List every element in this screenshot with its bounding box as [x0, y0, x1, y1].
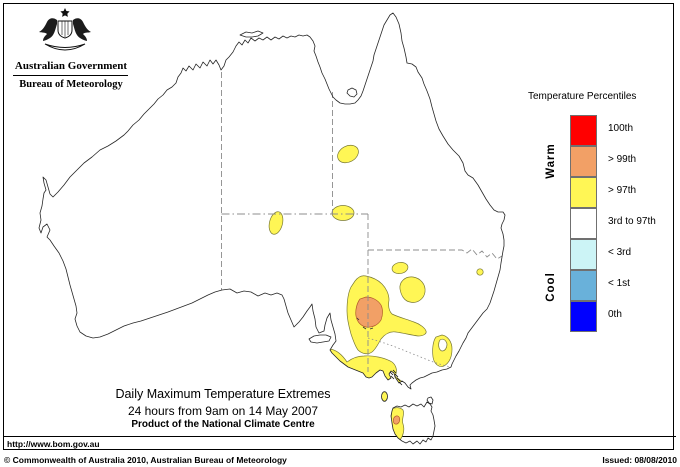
legend-label-100th: 100th [608, 123, 634, 134]
legend-swatch-lt1st [570, 270, 597, 301]
legend-cool-label: Cool [545, 272, 557, 302]
warm-region-corner [331, 205, 355, 221]
warm-region-wa [268, 211, 284, 235]
state-borders [221, 72, 503, 372]
copyright-label: © Commonwealth of Australia 2010, Austra… [4, 455, 287, 465]
map-subtitle: 24 hours from 9am on 14 May 2007 [127, 404, 319, 418]
melville-island [239, 30, 264, 38]
tasmania-coastline [390, 401, 436, 445]
warm-region-nt [337, 144, 359, 164]
state-border-qld-nsw [368, 248, 503, 260]
warm-region-nsw-round [399, 276, 426, 303]
coat-of-arms [39, 8, 91, 51]
legend-swatch-0th [570, 301, 597, 332]
legend-label-gt99th: > 99th [608, 154, 637, 165]
king-island-outline [381, 391, 388, 402]
legend-warm-label: Warm [545, 143, 557, 179]
kangaroo-island [308, 334, 332, 344]
warm-region-vic-coast [329, 348, 408, 390]
warm-region-nsw-dot [476, 268, 484, 276]
australian-government-label: Australian Government [14, 60, 128, 72]
legend-swatch-gt97th [570, 177, 597, 208]
legend-swatch-gt99th [570, 146, 597, 177]
warm-regions-99th [355, 296, 401, 425]
footer-divider-line [4, 436, 676, 437]
warm-region-qld-small [391, 262, 409, 274]
legend-swatch-3rd-97th [570, 208, 597, 239]
map-product-line: Product of the National Climate Centre [131, 419, 315, 430]
warm-region-vic-ring [432, 334, 453, 367]
issued-date-label: Issued: 08/08/2010 [602, 455, 677, 465]
legend-label-0th: 0th [608, 309, 622, 320]
australia-coastline [38, 12, 506, 390]
warm-regions-97th [268, 144, 484, 442]
crest-base-icon [44, 43, 86, 51]
bom-url-label: http://www.bom.gov.au [7, 439, 100, 449]
crest-star-icon [60, 8, 70, 17]
city-hatch-marks [389, 369, 403, 386]
flinders-island [426, 396, 434, 405]
groote-eylandt [346, 87, 358, 98]
legend-label-3rd-97th: 3rd to 97th [608, 216, 656, 227]
crest-kangaroo-icon [39, 18, 57, 41]
map-title: Daily Maximum Temperature Extremes [115, 387, 331, 401]
warm-core-main [355, 296, 383, 328]
warm-core-tasmania [392, 415, 401, 425]
legend-swatch-lt3rd [570, 239, 597, 270]
crest-emu-icon [73, 18, 91, 41]
logo-divider-line [13, 75, 128, 76]
map-frame [3, 3, 674, 450]
coastlines [38, 12, 506, 445]
bureau-of-meteorology-label: Bureau of Meteorology [19, 79, 123, 90]
legend-swatch-100th [570, 115, 597, 146]
warm-region-main [346, 275, 427, 355]
legend-title: Temperature Percentiles [528, 91, 637, 102]
contour-ticks [356, 317, 374, 330]
legend-label-lt1st: < 1st [608, 278, 630, 289]
legend-label-lt3rd: < 3rd [608, 247, 632, 258]
legend-label-gt97th: > 97th [608, 185, 637, 196]
